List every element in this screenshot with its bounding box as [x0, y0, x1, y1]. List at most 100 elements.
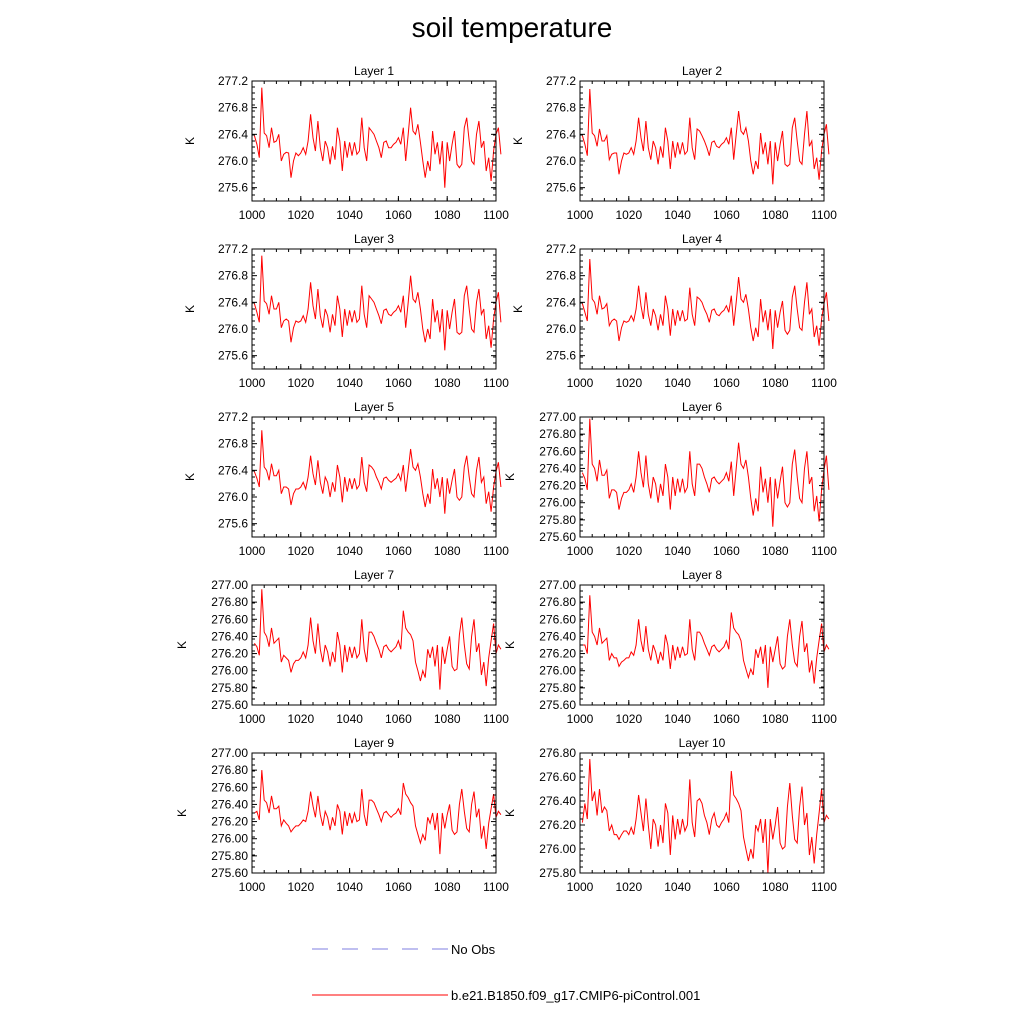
y-tick-label: 276.0 — [218, 322, 248, 336]
y-tick-label: 276.80 — [539, 746, 576, 760]
series-line — [253, 87, 502, 188]
plot-frame — [251, 248, 497, 370]
y-tick-label: 275.6 — [218, 349, 248, 363]
x-tick-label: 1020 — [287, 544, 314, 558]
page-title: soil temperature — [411, 12, 613, 43]
x-tick-label: 1080 — [762, 712, 789, 726]
x-tick-label: 1080 — [762, 208, 789, 222]
x-tick-label: 1000 — [567, 208, 594, 222]
plot-frame — [579, 248, 825, 370]
x-tick-label: 1100 — [483, 712, 509, 726]
plot-frame — [251, 752, 497, 874]
x-tick-label: 1000 — [239, 880, 266, 894]
x-tick-label: 1080 — [434, 376, 461, 390]
x-tick-label: 1000 — [567, 544, 594, 558]
panel-title: Layer 7 — [354, 568, 394, 582]
panel-4: Layer 4 1000 1020 1040 1060 1080 1100 275.6 276.… — [511, 232, 837, 390]
panel-9: Layer 9 1000 1020 1040 1060 1080 1100 275.60 275… — [175, 736, 509, 894]
y-tick-label: 275.80 — [539, 681, 576, 695]
x-tick-label: 1020 — [615, 544, 642, 558]
y-tick-label: 275.80 — [539, 866, 576, 880]
y-tick-label: 276.40 — [539, 794, 576, 808]
y-tick-label: 276.4 — [218, 463, 248, 477]
y-tick-label: 276.8 — [546, 269, 576, 283]
x-tick-label: 1020 — [615, 712, 642, 726]
y-tick-label: 276.8 — [218, 269, 248, 283]
y-tick-label: 276.0 — [218, 490, 248, 504]
x-tick-label: 1060 — [385, 208, 412, 222]
y-tick-label: 276.60 — [539, 770, 576, 784]
y-tick-label: 275.80 — [211, 681, 248, 695]
x-tick-label: 1060 — [385, 712, 412, 726]
x-tick-label: 1060 — [713, 712, 740, 726]
y-tick-label: 276.0 — [546, 322, 576, 336]
x-tick-label: 1040 — [664, 208, 691, 222]
x-tick-label: 1040 — [336, 376, 363, 390]
x-tick-label: 1080 — [762, 376, 789, 390]
y-tick-label: 277.00 — [211, 578, 248, 592]
x-tick-label: 1100 — [483, 208, 509, 222]
plot-frame — [251, 584, 497, 706]
x-tick-label: 1040 — [336, 712, 363, 726]
x-tick-label: 1020 — [615, 880, 642, 894]
x-tick-label: 1060 — [713, 376, 740, 390]
plot-frame — [579, 416, 825, 538]
y-axis-label: K — [503, 641, 517, 649]
series-line — [582, 595, 830, 688]
y-tick-label: 276.00 — [539, 664, 576, 678]
y-tick-label: 276.40 — [211, 629, 248, 643]
series-line — [581, 758, 830, 874]
panel-title: Layer 1 — [354, 64, 394, 78]
x-tick-label: 1100 — [483, 544, 509, 558]
y-tick-label: 275.6 — [546, 181, 576, 195]
y-tick-label: 276.20 — [539, 479, 576, 493]
y-axis-label: K — [175, 641, 189, 649]
panel-title: Layer 5 — [354, 400, 394, 414]
y-tick-label: 276.60 — [539, 444, 576, 458]
x-tick-label: 1020 — [287, 712, 314, 726]
panel-title: Layer 9 — [354, 736, 394, 750]
x-tick-label: 1020 — [615, 376, 642, 390]
panel-title: Layer 6 — [682, 400, 722, 414]
y-tick-label: 276.0 — [546, 154, 576, 168]
x-tick-label: 1000 — [567, 712, 594, 726]
plot-frame — [251, 416, 497, 538]
x-tick-label: 1040 — [336, 208, 363, 222]
x-tick-label: 1080 — [762, 544, 789, 558]
series-line — [254, 770, 502, 855]
y-axis-label: K — [511, 137, 525, 145]
panel-3: Layer 3 1000 1020 1040 1060 1080 1100 275.6 276.… — [183, 232, 509, 390]
x-tick-label: 1060 — [385, 880, 412, 894]
x-tick-label: 1080 — [434, 880, 461, 894]
y-tick-label: 275.60 — [539, 698, 576, 712]
y-tick-label: 276.00 — [539, 496, 576, 510]
panel-2: Layer 2 1000 1020 1040 1060 1080 1100 275.6 276.… — [511, 64, 837, 222]
plot-frame — [579, 80, 825, 202]
x-tick-label: 1000 — [567, 880, 594, 894]
x-tick-label: 1040 — [336, 544, 363, 558]
x-tick-label: 1020 — [287, 376, 314, 390]
x-tick-label: 1100 — [483, 880, 509, 894]
y-tick-label: 276.4 — [218, 295, 248, 309]
panel-title: Layer 10 — [679, 736, 726, 750]
panel-title: Layer 3 — [354, 232, 394, 246]
y-tick-label: 276.60 — [211, 612, 248, 626]
x-tick-label: 1020 — [287, 208, 314, 222]
x-tick-label: 1080 — [762, 880, 789, 894]
y-tick-label: 275.60 — [539, 530, 576, 544]
y-tick-label: 276.4 — [546, 127, 576, 141]
x-tick-label: 1100 — [811, 880, 837, 894]
y-tick-label: 275.80 — [539, 513, 576, 527]
x-tick-label: 1040 — [664, 544, 691, 558]
y-tick-label: 276.20 — [211, 815, 248, 829]
y-tick-label: 275.6 — [218, 181, 248, 195]
x-tick-label: 1100 — [483, 376, 509, 390]
y-tick-label: 275.80 — [211, 849, 248, 863]
panel-title: Layer 4 — [682, 232, 722, 246]
y-tick-label: 276.60 — [211, 780, 248, 794]
y-axis-label: K — [183, 305, 197, 313]
y-tick-label: 276.4 — [218, 127, 248, 141]
y-tick-label: 276.4 — [546, 295, 576, 309]
series-line — [581, 418, 830, 527]
